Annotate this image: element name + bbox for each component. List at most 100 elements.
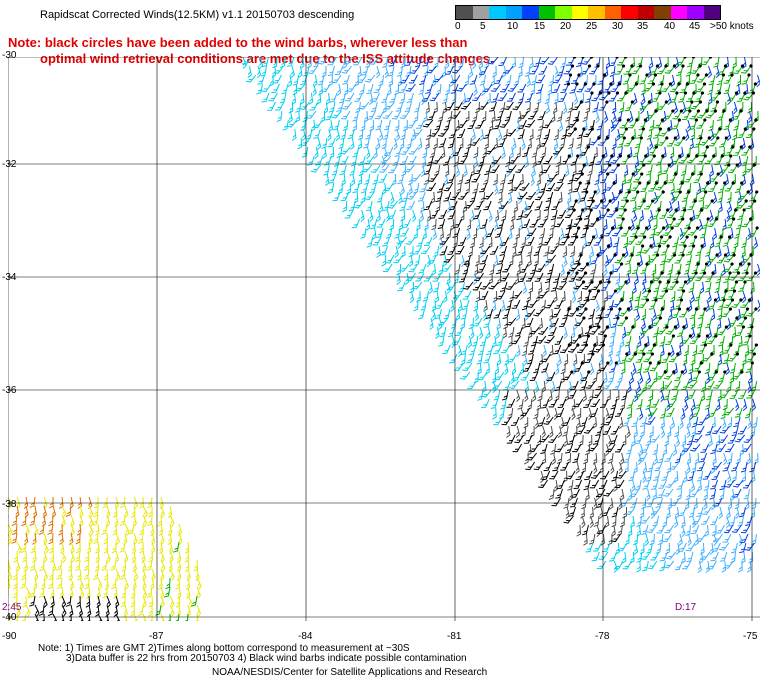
wind-barb: [656, 64, 668, 75]
wind-barb: [471, 128, 476, 141]
wind-barb: [585, 488, 590, 501]
wind-barb: [395, 128, 401, 142]
wind-barb: [492, 407, 497, 420]
wind-barb: [480, 245, 491, 255]
time-label-right: D:17: [675, 602, 696, 613]
wind-barb: [608, 353, 613, 367]
wind-barb: [505, 299, 512, 311]
wind-barb: [634, 136, 643, 149]
wind-barb: [303, 65, 310, 77]
wind-barb: [599, 398, 609, 408]
wind-barb: [501, 146, 506, 159]
wind-barb: [461, 254, 466, 268]
wind-barb: [535, 128, 542, 140]
wind-barb: [725, 443, 735, 453]
wind-barb: [505, 281, 516, 290]
wind-barb: [346, 182, 352, 195]
wind-barb: [746, 452, 752, 465]
wind-barb: [701, 217, 710, 230]
wind-barb: [43, 541, 49, 554]
wind-barb: [540, 146, 547, 159]
wind-barb: [582, 280, 594, 290]
wind-barb: [29, 586, 36, 598]
wind-barb: [653, 190, 665, 200]
wind-barb: [629, 551, 635, 564]
wind-barb: [742, 290, 747, 304]
wind-barb: [584, 199, 595, 210]
wind-barb: [445, 57, 450, 69]
wind-barb: [290, 65, 295, 79]
wind-barb: [437, 110, 444, 122]
wind-barb: [553, 182, 564, 192]
wind-barb: [568, 137, 574, 150]
image-title: Rapidscat Corrected Winds(12.5KM) v1.1 2…: [40, 9, 354, 21]
wind-barb: [340, 110, 351, 120]
wind-barb: [412, 182, 420, 194]
wind-barb: [508, 155, 519, 164]
wind-barb: [11, 514, 18, 526]
wind-barb: [537, 236, 544, 248]
wind-barb: [309, 101, 319, 111]
wind-barb: [730, 488, 735, 501]
wind-barb: [745, 352, 756, 363]
wind-barb: [678, 91, 688, 103]
wind-barb: [485, 362, 490, 375]
wind-barb: [400, 245, 406, 258]
wind-barb: [79, 613, 85, 621]
wind-barb: [669, 82, 681, 93]
wind-barb: [721, 560, 727, 573]
wind-barb: [381, 254, 387, 267]
scale-label-4: 20: [560, 21, 571, 32]
wind-barb: [605, 443, 610, 457]
wind-barb: [34, 613, 40, 621]
wind-barb: [560, 362, 566, 375]
wind-barb: [496, 317, 502, 330]
wind-barb: [360, 227, 367, 239]
wind-barb: [533, 461, 544, 471]
wind-barb: [308, 65, 318, 75]
wind-barb: [268, 92, 278, 102]
wind-barb: [659, 235, 672, 245]
wind-barb: [697, 479, 702, 492]
wind-barb: [735, 218, 743, 230]
wind-barb: [548, 227, 554, 240]
wind-barb: [690, 64, 702, 74]
wind-barb: [373, 146, 378, 159]
wind-barb: [352, 182, 360, 194]
wind-barb: [344, 209, 354, 219]
wind-barb: [314, 146, 319, 159]
wind-barb: [551, 380, 556, 394]
wind-barb: [710, 308, 716, 321]
wind-barb: [672, 443, 678, 456]
wind-barb: [511, 57, 516, 69]
wind-barb: [718, 335, 725, 347]
wind-barb: [442, 92, 448, 104]
wind-barb: [667, 263, 674, 276]
wind-barb: [611, 298, 624, 308]
wind-barb: [652, 326, 659, 338]
wind-barb: [499, 245, 508, 256]
wind-barb: [689, 334, 701, 345]
wind-barb: [168, 559, 173, 573]
wind-barb: [545, 182, 556, 192]
wind-barb: [538, 65, 548, 75]
wind-barb: [717, 325, 729, 336]
wind-barb: [548, 434, 559, 443]
wind-barb: [719, 551, 728, 562]
wind-barb: [327, 128, 332, 142]
wind-barb: [707, 290, 712, 304]
wind-barb: [690, 326, 696, 340]
wind-barb: [491, 371, 497, 384]
wind-barb: [515, 164, 526, 173]
wind-barb: [396, 272, 401, 285]
wind-barb: [261, 57, 269, 68]
wind-barb: [555, 155, 562, 168]
wind-barb: [663, 109, 675, 120]
wind-barb: [747, 416, 752, 430]
wind-barb: [61, 550, 67, 563]
wind-barb: [146, 586, 153, 598]
wind-barb: [499, 119, 510, 128]
wind-barb: [701, 515, 710, 525]
wind-barb: [624, 100, 635, 112]
wind-barb: [555, 362, 560, 376]
